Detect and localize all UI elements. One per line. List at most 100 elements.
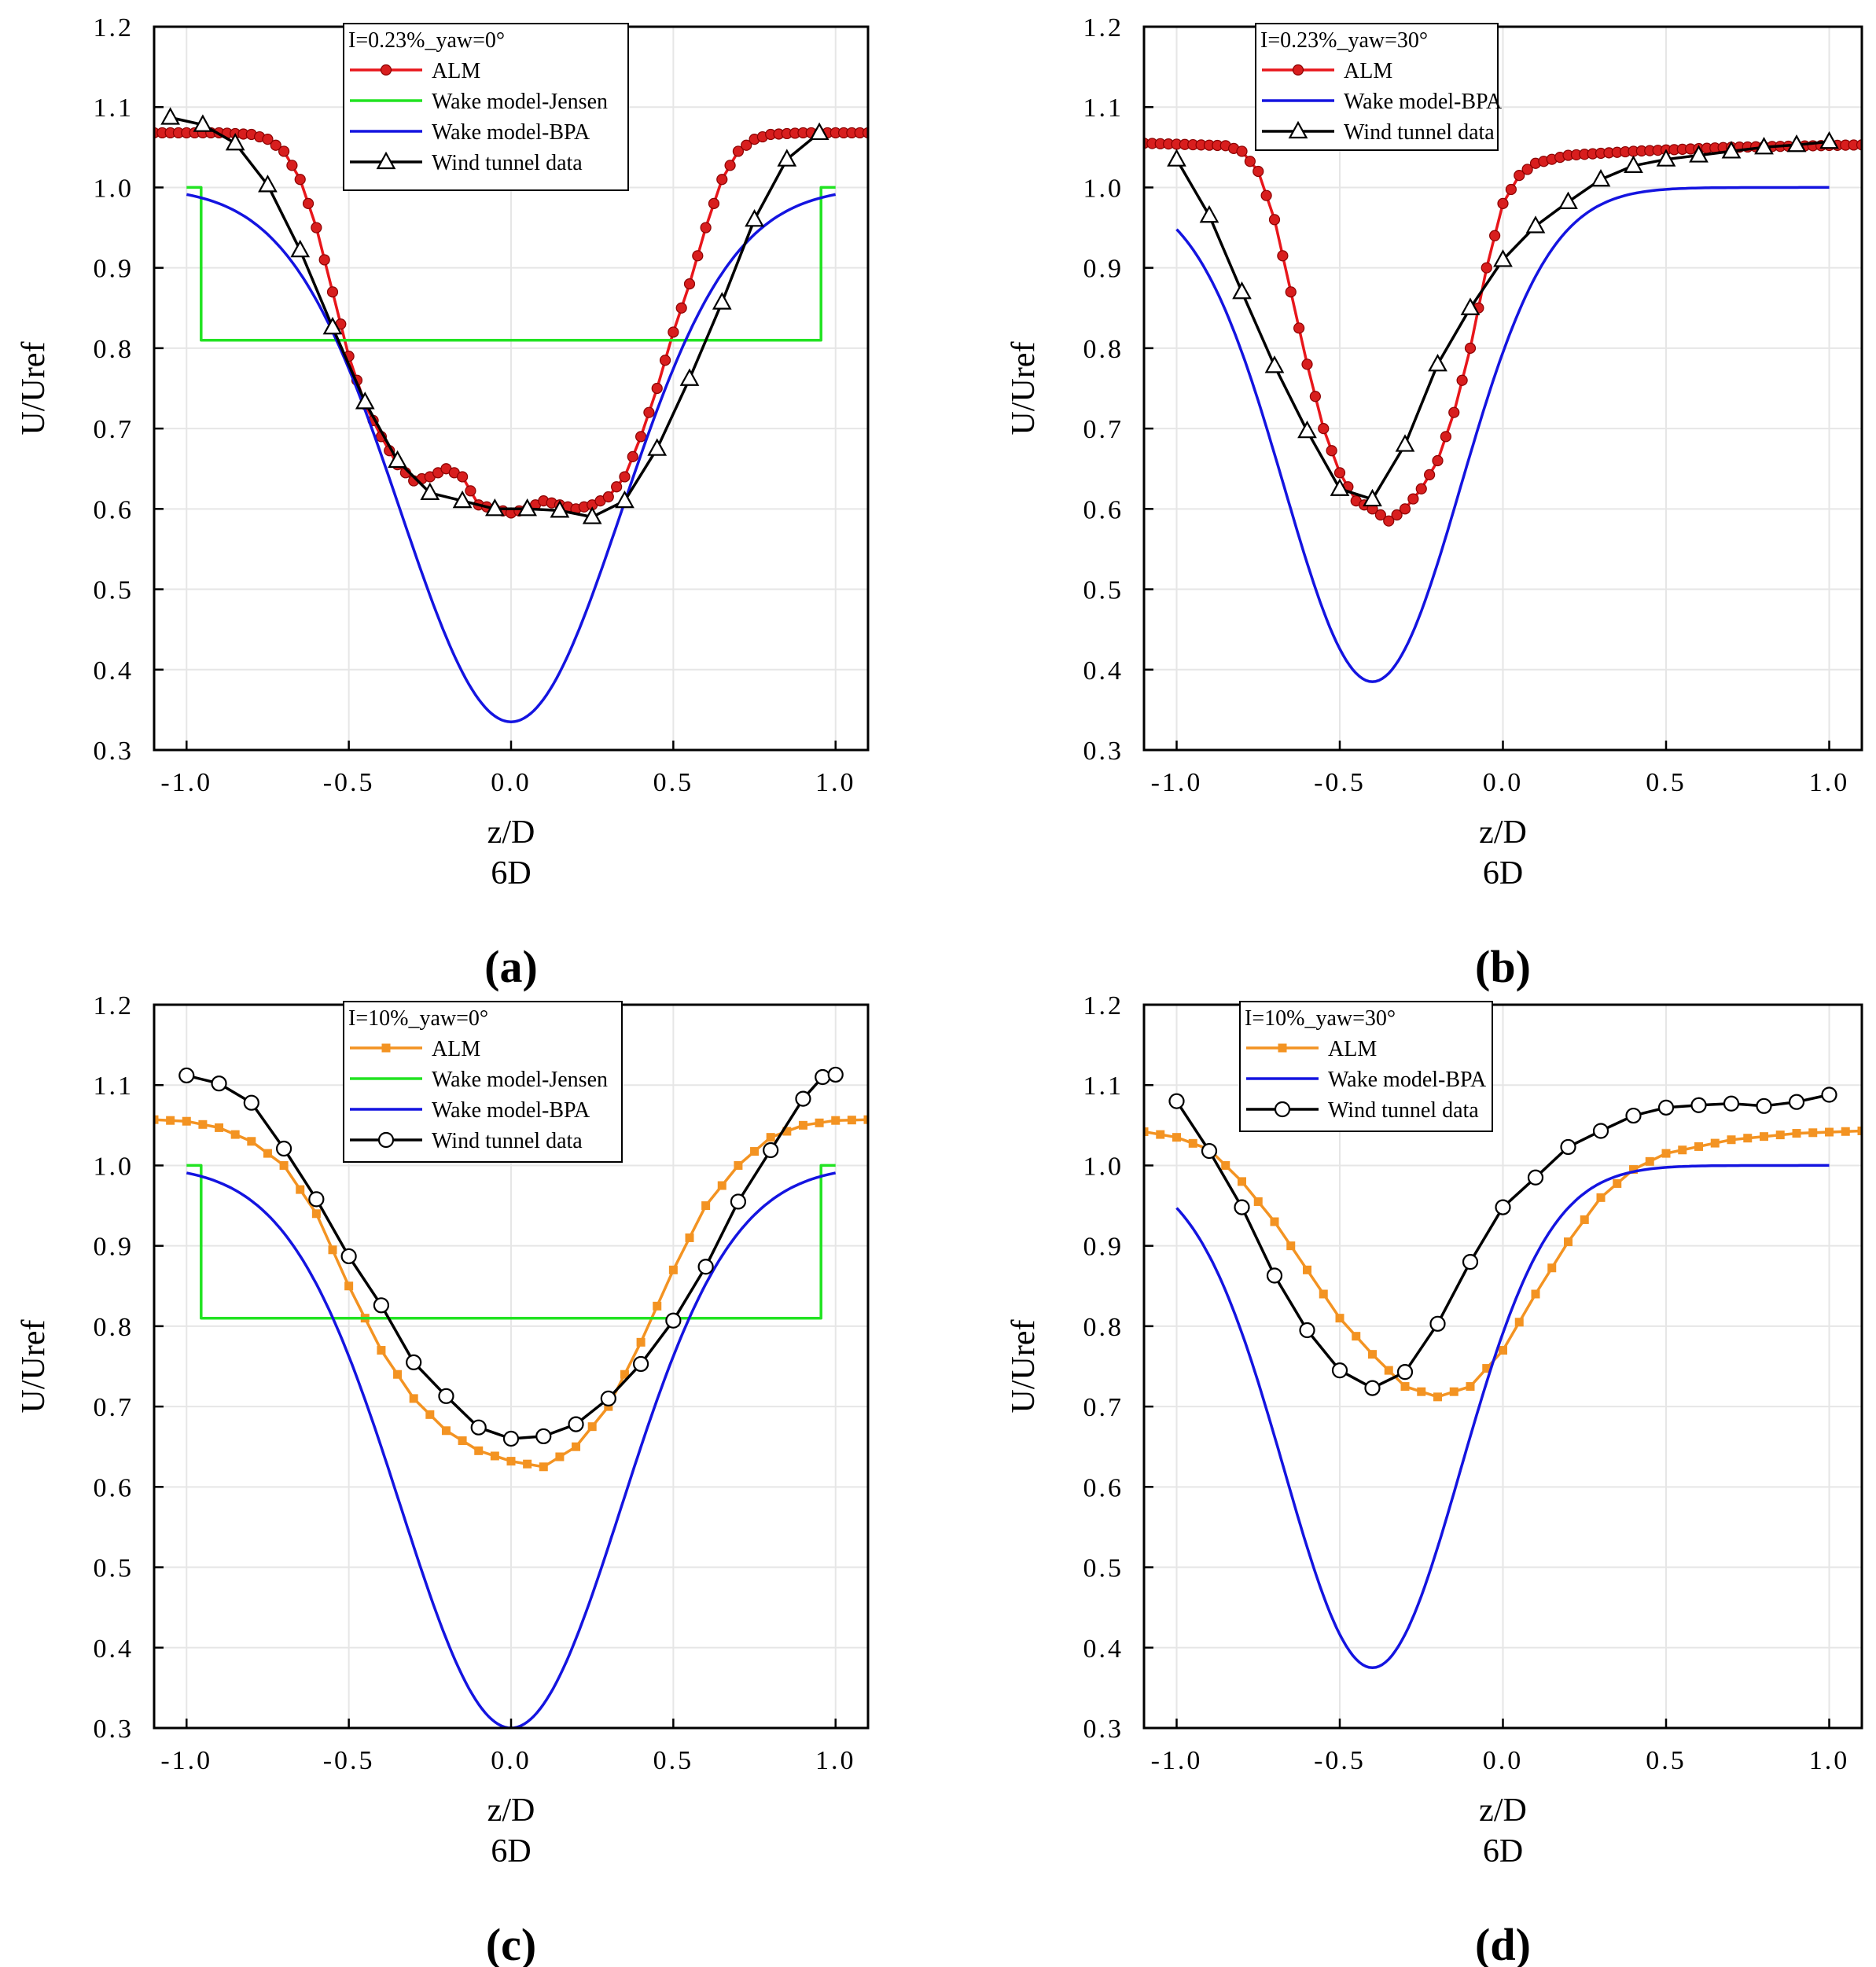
y-tick-label: 0.9 <box>94 255 134 284</box>
x-tick-label: 0.5 <box>1646 1746 1687 1775</box>
data-point-wind-tunnel <box>632 1355 649 1373</box>
data-point-wind-tunnel <box>243 1094 259 1111</box>
y-axis-label: U/Uref <box>1006 342 1042 436</box>
data-point-alm <box>611 481 623 493</box>
data-point-alm <box>311 1209 321 1219</box>
legend: I=10%_yaw=0° ALM Wake model-Jensen Wake mod… <box>343 1001 623 1163</box>
y-tick-label: 0.7 <box>1083 415 1124 444</box>
data-point-wind-tunnel <box>1199 204 1219 223</box>
data-point-alm <box>302 197 315 209</box>
legend-label: Wake model-BPA <box>432 120 590 145</box>
data-point-wind-tunnel <box>340 1248 357 1265</box>
data-point-alm <box>750 1147 760 1156</box>
y-tick-label: 0.8 <box>1083 335 1124 364</box>
data-point-alm <box>604 1402 613 1411</box>
data-point-alm <box>1309 391 1321 403</box>
chart-panel-d: -1.0 -0.5 0.0 0.5 1.0 0.3 0.4 0.5 0.6 0.7 0.8 0.9 1.… <box>1006 991 1863 1967</box>
x-tick-label: 0.5 <box>653 1746 694 1775</box>
data-point-wind-tunnel <box>647 438 668 456</box>
data-point-alm <box>1775 1131 1785 1140</box>
data-point-wind-tunnel <box>600 1390 616 1406</box>
data-point-alm <box>279 1160 289 1170</box>
data-point-alm <box>766 1133 775 1142</box>
y-tick-label: 0.4 <box>1083 656 1124 686</box>
data-point-alm <box>270 139 281 151</box>
data-point-alm <box>1825 1127 1834 1137</box>
x-tick-label: 0.0 <box>491 768 532 797</box>
data-point-wind-tunnel <box>582 506 602 524</box>
y-tick-label: 1.0 <box>1083 1152 1124 1181</box>
data-point-wind-tunnel <box>568 1416 584 1432</box>
data-point-alm <box>831 1116 841 1125</box>
data-point-alm <box>1236 145 1248 157</box>
data-point-wind-tunnel <box>1788 1094 1805 1110</box>
data-point-alm <box>1270 1217 1279 1226</box>
data-point-alm <box>1253 1197 1263 1206</box>
data-point-wind-tunnel <box>1299 1322 1315 1339</box>
x-tick-label: -1.0 <box>1151 1746 1203 1775</box>
data-point-alm <box>1260 189 1272 201</box>
plot-area <box>154 107 868 723</box>
data-point-alm <box>465 485 476 497</box>
legend-label: Wind tunnel data <box>432 1129 583 1153</box>
legend-swatch-marker <box>1278 1043 1287 1053</box>
y-tick-label: 1.1 <box>94 94 134 123</box>
y-axis-label: U/Uref <box>16 342 52 436</box>
data-point-wind-tunnel <box>1363 488 1382 507</box>
data-point-alm <box>1464 342 1477 354</box>
legend-swatch-marker <box>1288 120 1308 139</box>
x-tick-label: 1.0 <box>815 768 856 797</box>
data-point-wind-tunnel <box>420 482 440 500</box>
y-tick-label: 0.4 <box>94 656 134 686</box>
y-tick-label: 0.9 <box>1083 255 1124 284</box>
data-point-alm <box>263 1149 272 1158</box>
data-point-wind-tunnel <box>355 392 375 410</box>
data-point-alm <box>1710 1138 1720 1148</box>
data-point-wind-tunnel <box>1656 149 1676 167</box>
data-point-alm <box>1172 1133 1181 1142</box>
legend-label: Wind tunnel data <box>1328 1098 1479 1123</box>
data-point-alm <box>1481 262 1492 274</box>
legend-label: ALM <box>432 59 480 83</box>
data-point-alm <box>215 1123 224 1132</box>
x-tick-label: -0.5 <box>1314 768 1366 797</box>
data-point-alm <box>643 406 655 418</box>
data-point-alm <box>286 160 298 171</box>
data-point-alm <box>393 1370 403 1379</box>
data-point-alm <box>409 1394 418 1403</box>
data-point-alm <box>1318 423 1330 435</box>
data-point-alm <box>377 1346 386 1355</box>
data-point-wind-tunnel <box>1690 1097 1707 1113</box>
data-point-alm <box>328 1245 337 1255</box>
data-point-alm <box>1433 1392 1442 1402</box>
x-axis-label: z/D <box>487 1792 535 1829</box>
chart-panel-c: -1.0 -0.5 0.0 0.5 1.0 0.3 0.4 0.5 0.6 0.7 0.8 0.9 1.… <box>16 991 870 1967</box>
data-point-alm <box>1374 509 1386 521</box>
legend-label: Wake model-BPA <box>1328 1068 1487 1092</box>
data-point-alm <box>1857 1126 1862 1135</box>
data-point-wind-tunnel <box>1493 249 1513 267</box>
data-point-wind-tunnel <box>322 317 343 335</box>
data-point-wind-tunnel <box>178 1067 195 1084</box>
data-point-wind-tunnel <box>193 114 213 132</box>
data-point-wind-tunnel <box>1592 1123 1609 1139</box>
data-point-alm <box>1841 1127 1850 1136</box>
data-point-alm <box>619 471 631 483</box>
y-tick-label: 1.2 <box>1083 991 1124 1020</box>
data-point-alm <box>1564 1237 1573 1247</box>
legend-title: I=10%_yaw=0° <box>348 1006 488 1031</box>
data-point-alm <box>1352 1332 1361 1341</box>
data-point-alm <box>708 197 720 209</box>
data-point-alm <box>668 1265 678 1274</box>
data-point-alm <box>1384 1366 1393 1375</box>
plot-area <box>1144 1086 1862 1670</box>
data-point-wind-tunnel <box>438 1388 454 1404</box>
x-tick-label: 0.5 <box>1646 768 1687 797</box>
data-point-wind-tunnel <box>258 175 278 193</box>
data-point-alm <box>1694 1142 1703 1151</box>
data-point-alm <box>1368 1350 1377 1359</box>
data-point-alm <box>1449 1387 1458 1396</box>
data-point-alm <box>636 1337 646 1347</box>
data-point-alm <box>1531 1289 1540 1299</box>
data-point-alm <box>1391 509 1403 521</box>
